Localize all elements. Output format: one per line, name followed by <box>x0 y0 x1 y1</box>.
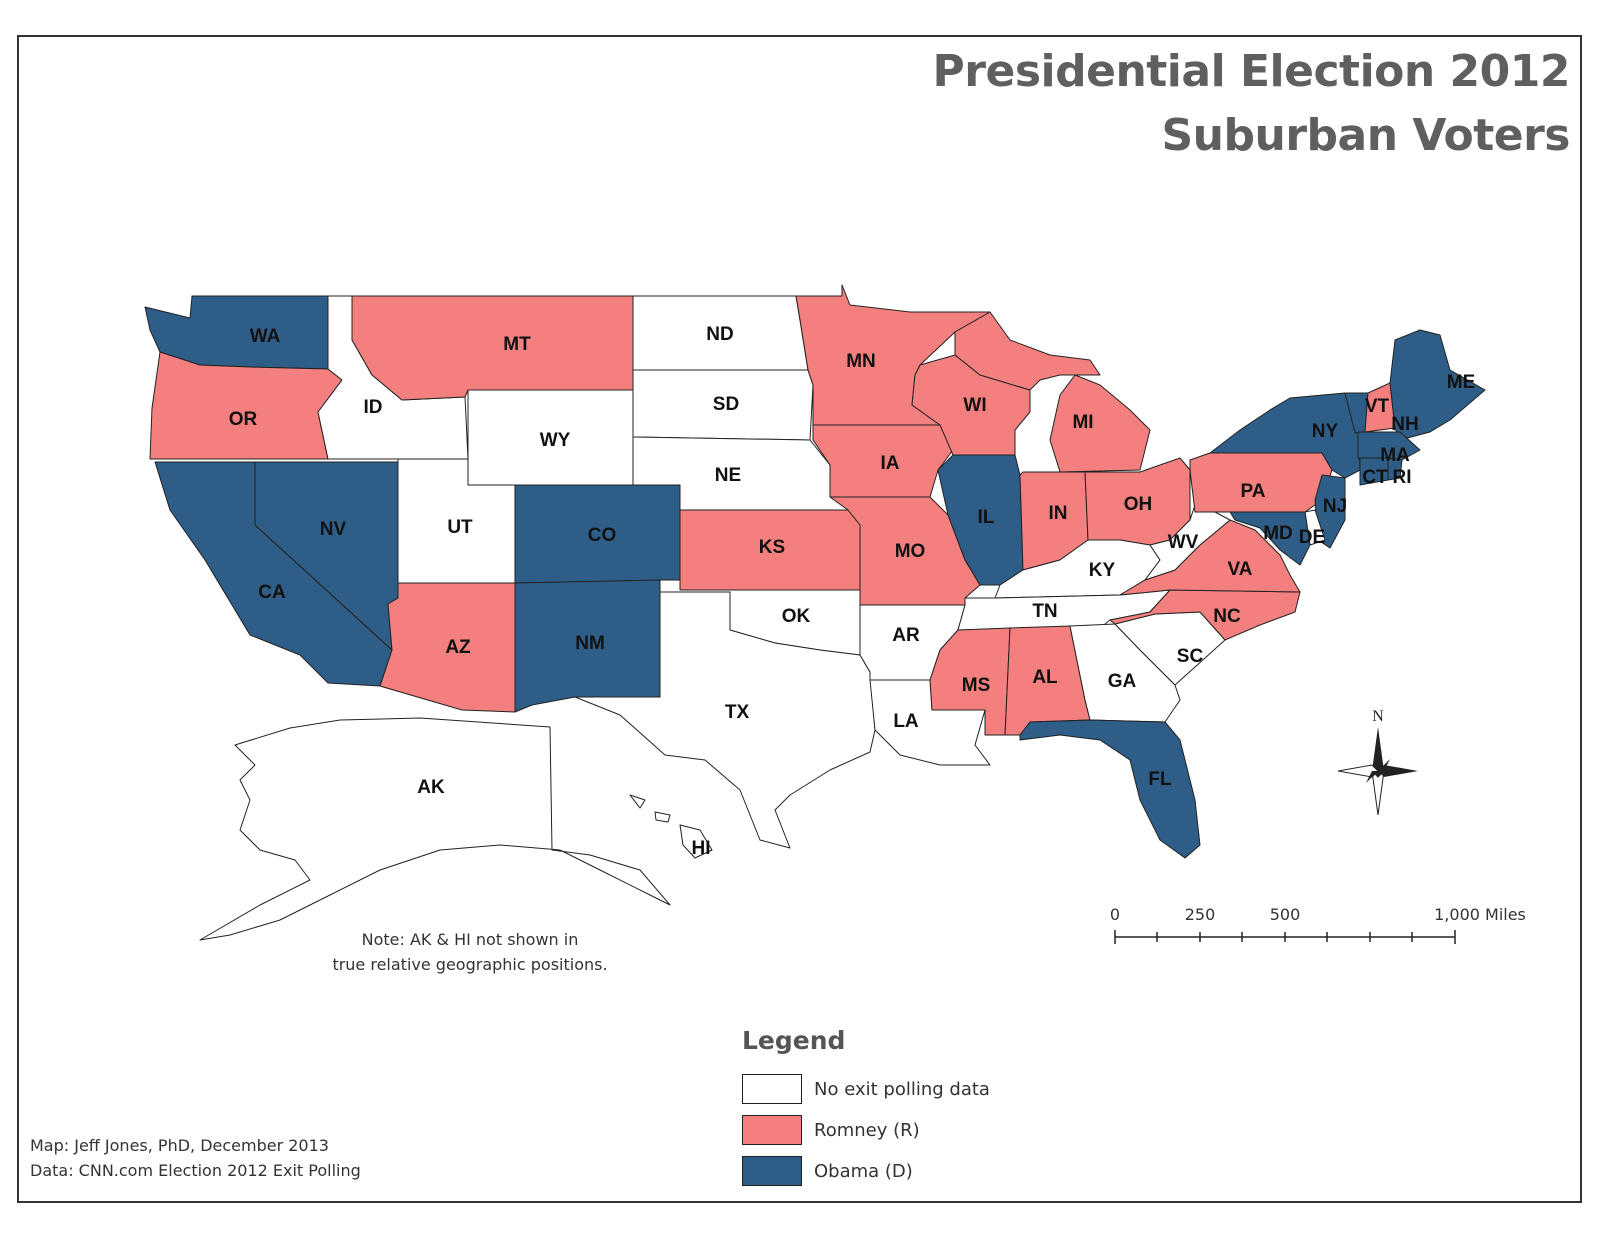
state-label-WV: WV <box>1168 532 1199 553</box>
state-label-IA: IA <box>881 453 900 474</box>
state-label-WA: WA <box>250 326 281 347</box>
state-label-ID: ID <box>364 397 383 418</box>
state-label-SC: SC <box>1177 646 1204 667</box>
state-label-HI: HI <box>692 838 711 859</box>
legend-label-none: No exit polling data <box>814 1078 990 1100</box>
north-label: N <box>1372 708 1384 725</box>
credit-map: Map: Jeff Jones, PhD, December 2013 <box>30 1136 329 1155</box>
state-HI <box>629 794 713 859</box>
state-label-MS: MS <box>962 675 991 696</box>
state-MIUP <box>954 311 1101 391</box>
state-label-AZ: AZ <box>445 637 471 658</box>
legend-item-obama: Obama (D) <box>742 1155 913 1187</box>
state-label-OK: OK <box>782 606 811 627</box>
state-TX <box>574 591 876 849</box>
state-label-KS: KS <box>759 537 785 558</box>
legend-item-none: No exit polling data <box>742 1073 990 1105</box>
inset-note: Note: AK & HI not shown in true relative… <box>300 927 640 977</box>
state-label-VA: VA <box>1228 559 1253 580</box>
state-label-ME: ME <box>1447 372 1476 393</box>
note-line-1: Note: AK & HI not shown in <box>361 930 579 949</box>
state-label-MT: MT <box>503 334 531 355</box>
state-label-AL: AL <box>1032 667 1058 688</box>
state-MI <box>1049 374 1151 473</box>
state-label-IN: IN <box>1049 503 1068 524</box>
title-line-2: Suburban Voters <box>1161 110 1570 161</box>
scale-label-250: 250 <box>1184 905 1216 924</box>
scale-label-1000: 1,000 Miles <box>1434 905 1526 924</box>
state-label-RI: RI <box>1393 467 1412 488</box>
state-label-FL: FL <box>1148 769 1172 790</box>
state-label-ND: ND <box>706 324 733 345</box>
state-label-MA: MA <box>1380 445 1410 466</box>
north-arrow-icon: N <box>1337 705 1418 820</box>
state-NJ <box>1314 474 1346 549</box>
state-label-AK: AK <box>417 777 445 798</box>
legend-swatch-obama <box>742 1156 802 1186</box>
legend-item-romney: Romney (R) <box>742 1114 920 1146</box>
state-label-CO: CO <box>588 525 617 546</box>
scale-label-500: 500 <box>1269 905 1301 924</box>
state-label-MI: MI <box>1072 412 1093 433</box>
legend-label-obama: Obama (D) <box>814 1160 913 1182</box>
state-label-TN: TN <box>1032 601 1057 622</box>
scale-label-0: 0 <box>1109 905 1121 924</box>
legend-title: Legend <box>742 1026 846 1055</box>
state-label-TX: TX <box>725 702 750 723</box>
state-label-MO: MO <box>895 541 926 562</box>
state-label-CT: CT <box>1362 467 1388 488</box>
state-label-DE: DE <box>1299 527 1325 548</box>
state-label-NH: NH <box>1391 414 1418 435</box>
state-label-KY: KY <box>1089 560 1116 581</box>
legend-swatch-none <box>742 1074 802 1104</box>
state-label-NJ: NJ <box>1323 496 1347 517</box>
legend-swatch-romney <box>742 1115 802 1145</box>
state-AK <box>199 717 671 941</box>
state-MT <box>351 295 634 401</box>
state-MD <box>1229 511 1311 566</box>
state-label-VT: VT <box>1365 396 1390 417</box>
state-NC <box>1109 589 1301 641</box>
state-label-LA: LA <box>893 711 919 732</box>
note-line-2: true relative geographic positions. <box>332 955 608 974</box>
state-label-NV: NV <box>320 519 347 540</box>
state-label-AR: AR <box>892 625 920 646</box>
state-WV <box>1144 504 1231 581</box>
state-RI <box>1387 457 1403 481</box>
state-label-CA: CA <box>258 582 286 603</box>
state-label-WY: WY <box>540 430 571 451</box>
state-label-NC: NC <box>1213 606 1241 627</box>
state-label-WI: WI <box>963 395 986 416</box>
state-label-PA: PA <box>1241 481 1266 502</box>
state-SD <box>632 369 814 441</box>
state-FL <box>1019 719 1201 859</box>
state-label-GA: GA <box>1108 671 1137 692</box>
scale-bar <box>1114 930 1456 944</box>
map-title: Presidential Election 2012 Suburban Vote… <box>932 40 1571 168</box>
state-label-SD: SD <box>713 394 739 415</box>
state-IL <box>937 454 1024 586</box>
credit-data: Data: CNN.com Election 2012 Exit Polling <box>30 1161 361 1180</box>
state-label-MD: MD <box>1263 523 1293 544</box>
state-label-NM: NM <box>575 633 605 654</box>
state-MA <box>1357 431 1421 461</box>
state-labels: WA OR CA NV ID MT WY UT AZ CO NM ND SD NE KS OK TX MN IA MO… <box>229 324 1476 859</box>
credits: Map: Jeff Jones, PhD, December 2013 Data… <box>30 1133 361 1183</box>
state-label-UT: UT <box>447 517 473 538</box>
legend-label-romney: Romney (R) <box>814 1119 920 1141</box>
state-label-OR: OR <box>229 409 258 430</box>
state-label-OH: OH <box>1124 494 1153 515</box>
state-label-MN: MN <box>846 351 876 372</box>
state-label-NY: NY <box>1312 421 1339 442</box>
state-label-NE: NE <box>715 465 741 486</box>
state-label-IL: IL <box>978 507 995 528</box>
title-line-1: Presidential Election 2012 <box>932 46 1571 97</box>
